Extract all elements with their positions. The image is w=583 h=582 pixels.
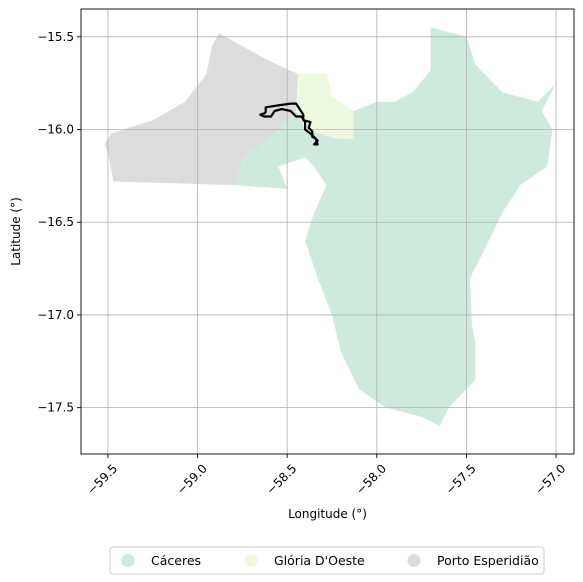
axes-frame (80, 8, 575, 455)
route-track (259, 102, 319, 146)
legend-marker-porto-esperidiao (407, 554, 421, 567)
plot-area (81, 9, 574, 454)
x-axis-label: Longitude (°) (288, 507, 367, 521)
legend-marker-caceres (121, 554, 135, 567)
region-porto-esperidiao (104, 33, 298, 186)
legend-label-porto-esperidiao: Porto Esperidião (437, 553, 539, 568)
legend-label-gloria-d-oeste: Glória D'Oeste (274, 553, 365, 568)
y-axis-label: Latitude (°) (9, 197, 23, 266)
legend-marker-gloria-d-oeste (244, 554, 258, 567)
y-tick-label: −17.0 (37, 308, 74, 322)
legend-label-caceres: Cáceres (151, 553, 201, 568)
legend: Cáceres Glória D'Oeste Porto Esperidião (109, 546, 545, 575)
y-tick-label: −15.5 (37, 30, 74, 44)
legend-box (109, 546, 545, 575)
y-tick-label: −16.5 (37, 215, 74, 229)
y-tick-label: −17.5 (37, 401, 74, 415)
y-tick-label: −16.0 (37, 123, 74, 137)
region-caceres (235, 27, 557, 427)
